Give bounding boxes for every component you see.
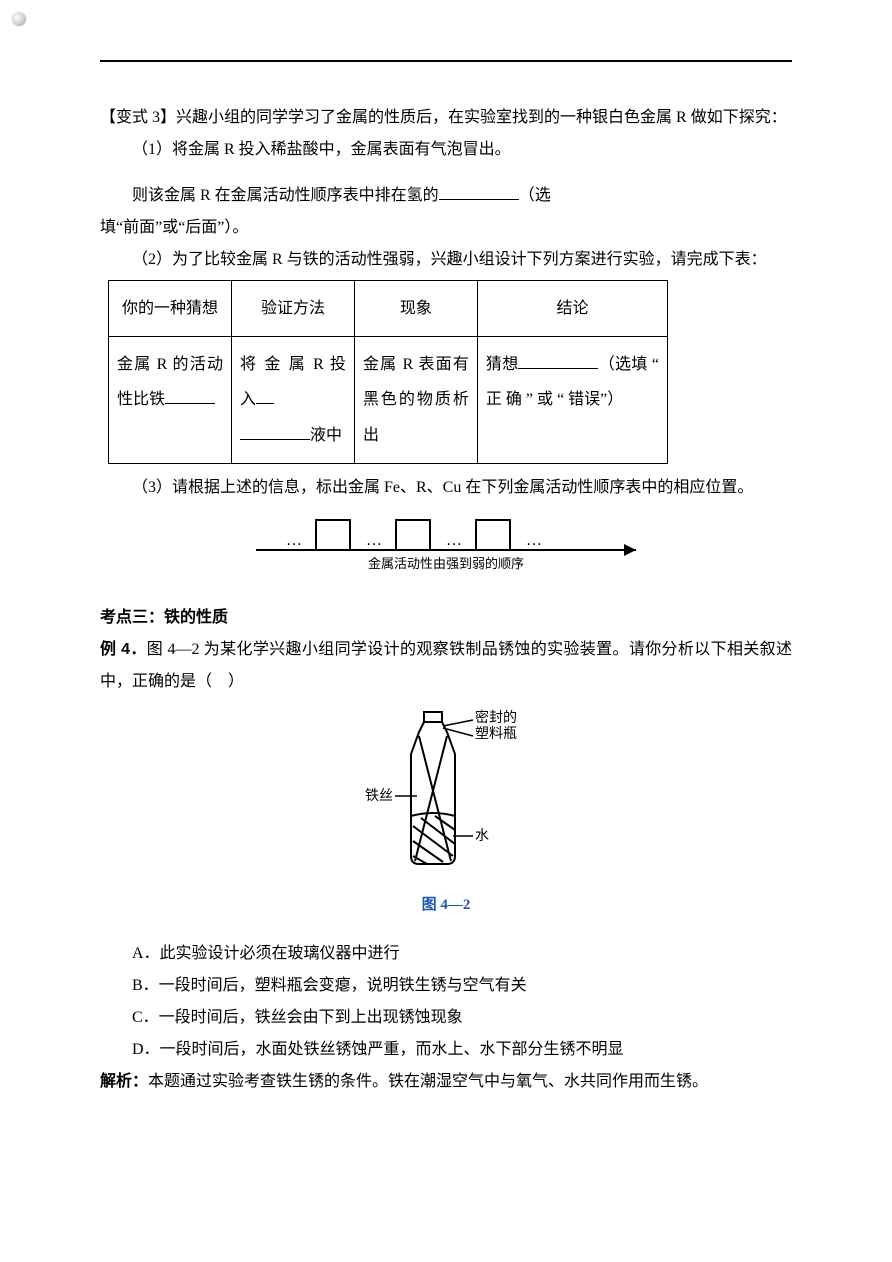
activity-scale-svg: … … … … 金属活动性由强到弱的顺序 bbox=[236, 512, 656, 572]
analysis-label: 解析： bbox=[100, 1073, 148, 1090]
blank-guess bbox=[165, 388, 215, 404]
table-header-row: 你的一种猜想 验证方法 现象 结论 bbox=[109, 281, 668, 337]
q1-line2a: 则该金属 R 在金属活动性顺序表中排在氢的 bbox=[132, 187, 439, 204]
q2-intro: （2）为了比较金属 R 与铁的活动性强弱，兴趣小组设计下列方案进行实验，请完成下… bbox=[100, 244, 792, 276]
bottle-figure: 密封的 塑料瓶 铁丝 水 图 4—2 bbox=[100, 706, 792, 920]
blank-method-1 bbox=[256, 388, 274, 404]
option-b: B．一段时间后，塑料瓶会变瘪，说明铁生锈与空气有关 bbox=[100, 970, 792, 1002]
page-corner-dot bbox=[12, 12, 26, 26]
th-conclusion: 结论 bbox=[477, 281, 667, 337]
activity-scale-diagram: … … … … 金属活动性由强到弱的顺序 bbox=[100, 512, 792, 584]
variant-label: 【变式 3】 bbox=[100, 109, 176, 126]
variant-intro-text: 兴趣小组的同学学习了金属的性质后，在实验室找到的一种银白色金属 R 做如下探究： bbox=[176, 109, 787, 126]
cell-phenomenon: 金属 R 表面有黑色的物质析出 bbox=[354, 337, 477, 464]
svg-text:…: … bbox=[526, 532, 542, 549]
q1-line2: 则该金属 R 在金属活动性顺序表中排在氢的 （选 bbox=[100, 180, 792, 212]
analysis-body: 本题通过实验考查铁生锈的条件。铁在潮湿空气中与氧气、水共同作用而生锈。 bbox=[148, 1073, 708, 1090]
option-d: D．一段时间后，水面处铁丝锈蚀严重，而水上、水下部分生锈不明显 bbox=[100, 1034, 792, 1066]
bottle-svg: 密封的 塑料瓶 铁丝 水 bbox=[361, 706, 531, 876]
variant-intro: 【变式 3】兴趣小组的同学学习了金属的性质后，在实验室找到的一种银白色金属 R … bbox=[100, 102, 792, 134]
q1-line2b: （选 bbox=[519, 187, 551, 204]
svg-text:水: 水 bbox=[475, 828, 489, 844]
blank-hydrogen-position bbox=[439, 184, 519, 200]
document-body: 【变式 3】兴趣小组的同学学习了金属的性质后，在实验室找到的一种银白色金属 R … bbox=[100, 102, 792, 1098]
svg-text:铁丝: 铁丝 bbox=[365, 788, 393, 804]
cell-conclusion-a: 猜想 bbox=[486, 356, 519, 373]
th-method: 验证方法 bbox=[231, 281, 354, 337]
example4-label: 例 4． bbox=[100, 641, 147, 658]
experiment-table: 你的一种猜想 验证方法 现象 结论 金属 R 的活动性比铁 将 金 属 R 投入… bbox=[108, 280, 668, 464]
blank-method-2 bbox=[240, 424, 310, 440]
cell-guess: 金属 R 的活动性比铁 bbox=[109, 337, 232, 464]
q1-line1: （1）将金属 R 投入稀盐酸中，金属表面有气泡冒出。 bbox=[100, 134, 792, 166]
th-phenomenon: 现象 bbox=[354, 281, 477, 337]
cell-conclusion: 猜想（选填 “ 正 确 ” 或 “ 错误”） bbox=[477, 337, 667, 464]
option-a: A．此实验设计必须在玻璃仪器中进行 bbox=[100, 938, 792, 970]
q1-line3: 填“前面”或“后面”）。 bbox=[100, 212, 792, 244]
svg-text:塑料瓶: 塑料瓶 bbox=[475, 726, 517, 742]
q3-text: （3）请根据上述的信息，标出金属 Fe、R、Cu 在下列金属活动性顺序表中的相应… bbox=[100, 472, 792, 504]
svg-text:…: … bbox=[366, 532, 382, 549]
cell-method: 将 金 属 R 投入 液中 bbox=[231, 337, 354, 464]
analysis: 解析：本题通过实验考查铁生锈的条件。铁在潮湿空气中与氧气、水共同作用而生锈。 bbox=[100, 1066, 792, 1098]
svg-text:…: … bbox=[286, 532, 302, 549]
option-c: C．一段时间后，铁丝会由下到上出现锈蚀现象 bbox=[100, 1002, 792, 1034]
example4: 例 4．图 4—2 为某化学兴趣小组同学设计的观察铁制品锈蚀的实验装置。请你分析… bbox=[100, 634, 792, 698]
top-rule bbox=[100, 60, 792, 62]
svg-text:密封的: 密封的 bbox=[475, 709, 517, 726]
section3-heading-text: 考点三：铁的性质 bbox=[100, 609, 228, 626]
svg-text:…: … bbox=[446, 532, 462, 549]
figure-caption: 图 4—2 bbox=[100, 890, 792, 920]
page-content: 【变式 3】兴趣小组的同学学习了金属的性质后，在实验室找到的一种银白色金属 R … bbox=[100, 60, 792, 1098]
example4-body: 图 4—2 为某化学兴趣小组同学设计的观察铁制品锈蚀的实验装置。请你分析以下相关… bbox=[100, 641, 792, 690]
th-guess: 你的一种猜想 bbox=[109, 281, 232, 337]
section3-heading: 考点三：铁的性质 bbox=[100, 602, 792, 634]
blank-conclusion bbox=[518, 353, 598, 369]
cell-method-text-b: 液中 bbox=[310, 427, 342, 444]
table-row: 金属 R 的活动性比铁 将 金 属 R 投入 液中 金属 R 表面有黑色的物质析… bbox=[109, 337, 668, 464]
svg-text:金属活动性由强到弱的顺序: 金属活动性由强到弱的顺序 bbox=[368, 556, 524, 571]
